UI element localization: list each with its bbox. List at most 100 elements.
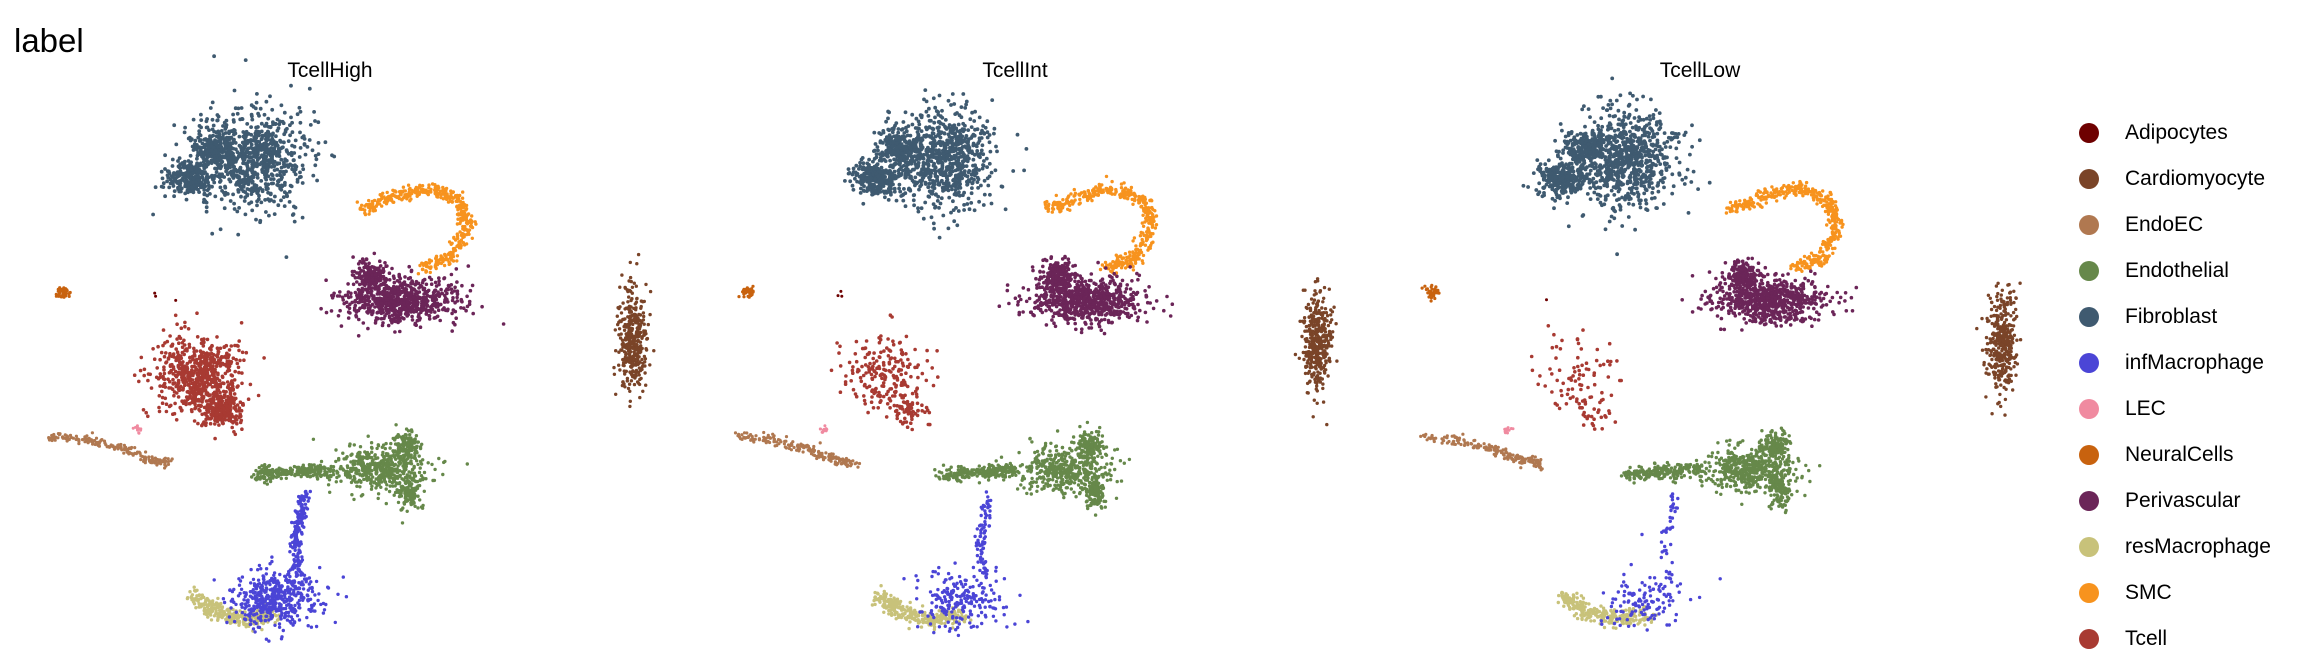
cell-point xyxy=(174,418,179,422)
cell-point xyxy=(438,258,442,262)
cell-point xyxy=(384,198,389,203)
cell-point xyxy=(281,170,286,174)
cell-point xyxy=(188,360,192,364)
cell-point xyxy=(455,234,460,238)
cell-point xyxy=(410,305,414,309)
cell-point xyxy=(619,348,623,352)
cell-point xyxy=(265,482,269,486)
cell-point xyxy=(356,275,361,280)
cell-point xyxy=(282,132,287,137)
cell-point xyxy=(454,267,459,271)
cell-point xyxy=(467,228,472,232)
cell-point xyxy=(218,178,223,183)
cell-point xyxy=(501,322,506,326)
cell-point xyxy=(252,184,257,189)
cell-point xyxy=(254,100,259,105)
cell-point xyxy=(60,287,64,291)
cell-point xyxy=(311,437,316,441)
cell-point xyxy=(162,383,166,387)
cell-point xyxy=(275,151,280,156)
cell-point xyxy=(367,299,372,304)
cell-point xyxy=(334,459,338,464)
cell-point xyxy=(384,285,389,289)
cell-point xyxy=(291,158,296,163)
cell-point xyxy=(210,372,215,377)
cell-point xyxy=(396,302,401,307)
cell-point xyxy=(290,213,295,217)
cell-point xyxy=(215,397,220,401)
cell-point xyxy=(464,308,468,313)
cell-point xyxy=(160,176,165,181)
cell-point xyxy=(393,319,398,324)
cell-point xyxy=(246,167,251,171)
cell-point xyxy=(225,369,230,373)
cell-point xyxy=(459,238,464,242)
cell-point xyxy=(430,462,434,467)
cell-point xyxy=(236,175,241,179)
cell-point xyxy=(190,144,195,149)
cell-point xyxy=(386,457,390,462)
cell-point xyxy=(139,355,144,360)
cell-point xyxy=(353,480,358,484)
cell-point xyxy=(232,156,237,161)
cell-point xyxy=(251,158,256,163)
cell-point xyxy=(396,500,401,505)
cell-point xyxy=(266,116,271,121)
cell-point xyxy=(616,322,620,327)
cell-point xyxy=(435,188,440,192)
cell-point xyxy=(420,280,425,285)
cell-point xyxy=(397,312,402,316)
cell-point xyxy=(351,459,356,463)
cell-point xyxy=(433,190,437,194)
cell-point xyxy=(399,193,403,197)
cell-point xyxy=(221,135,225,140)
cell-point xyxy=(423,295,428,300)
cell-point xyxy=(307,86,312,91)
cell-point xyxy=(266,174,271,179)
cell-point xyxy=(387,489,392,494)
cell-point xyxy=(257,113,261,118)
cell-point xyxy=(464,208,468,212)
cell-point xyxy=(346,310,351,314)
cell-point xyxy=(392,276,396,281)
cell-point xyxy=(430,182,435,186)
cell-point xyxy=(359,268,364,273)
cell-point xyxy=(263,142,268,147)
cell-point xyxy=(238,144,243,149)
cell-point xyxy=(266,137,270,142)
cell-point xyxy=(339,479,343,483)
cell-point xyxy=(162,354,167,359)
cell-point xyxy=(345,293,350,297)
cell-point xyxy=(218,144,222,149)
cell-point xyxy=(134,452,138,456)
cell-point xyxy=(648,289,653,294)
cell-point xyxy=(316,141,321,145)
cell-point xyxy=(218,135,222,140)
cell-point xyxy=(405,197,409,201)
cell-point xyxy=(621,380,625,384)
cell-point xyxy=(248,138,253,143)
cell-point xyxy=(156,461,160,465)
cell-point xyxy=(295,180,300,184)
cell-point xyxy=(258,477,262,481)
cell-point xyxy=(172,411,177,416)
cell-point xyxy=(232,129,237,134)
cell-point xyxy=(192,400,196,405)
cell-point xyxy=(387,301,391,306)
cell-point xyxy=(245,122,250,126)
cell-point xyxy=(176,159,180,163)
cell-point xyxy=(201,373,206,377)
cell-point xyxy=(176,363,181,368)
cell-point xyxy=(184,197,189,202)
cell-point xyxy=(331,472,336,477)
cell-point xyxy=(367,261,371,266)
cell-point xyxy=(222,381,226,386)
cell-point xyxy=(193,175,198,179)
cell-point xyxy=(215,118,220,123)
cell-point xyxy=(168,369,173,374)
cell-point xyxy=(293,172,298,177)
cell-point xyxy=(204,399,209,403)
cell-point xyxy=(258,162,262,167)
cell-point xyxy=(206,403,210,408)
cell-point xyxy=(91,442,95,446)
